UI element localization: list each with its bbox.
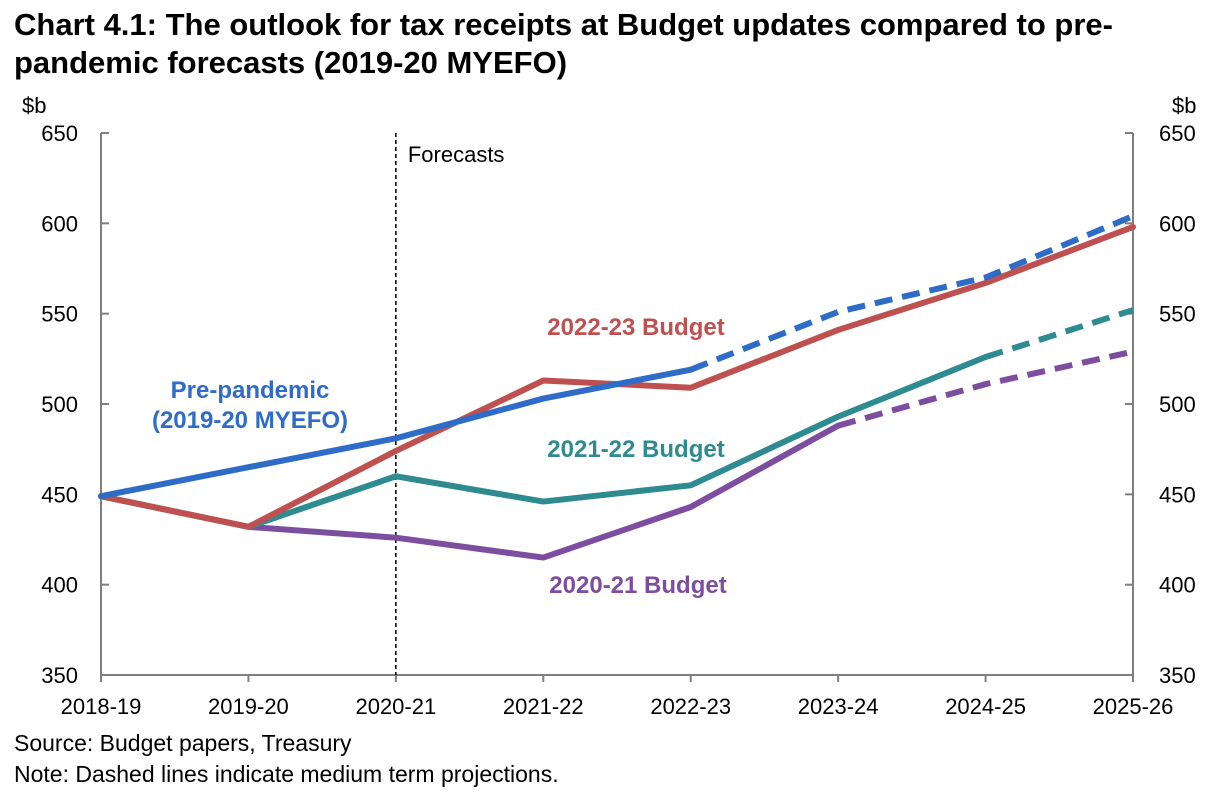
chart-title: Chart 4.1: The outlook for tax receipts … bbox=[14, 7, 1113, 80]
series-line-dashed-2020-21-budget bbox=[837, 348, 1134, 429]
y-tick-label-right: 400 bbox=[1159, 573, 1196, 598]
axes-group: 350 350 400 400 450 450 500 500 550 550 600 600 650 6… bbox=[22, 93, 1196, 719]
x-tick-label: 2022-23 bbox=[650, 694, 731, 719]
y-tick-label-left: 500 bbox=[41, 392, 78, 417]
y-tick-label-left: 350 bbox=[41, 663, 78, 688]
y-tick-label-left: 650 bbox=[41, 121, 78, 146]
x-tick-label: 2024-25 bbox=[945, 694, 1026, 719]
x-tick-label: 2025-26 bbox=[1093, 694, 1174, 719]
x-tick-label: 2021-22 bbox=[503, 694, 584, 719]
y-axis-unit-right: $b bbox=[1172, 93, 1196, 118]
source-note: Source: Budget papers, Treasury bbox=[14, 730, 352, 756]
series-labels-group: Pre-pandemic (2019-20 MYEFO) 2022-23 Budge… bbox=[152, 314, 727, 599]
y-tick-label-right: 650 bbox=[1159, 121, 1196, 146]
series-label: 2022-23 Budget bbox=[547, 314, 724, 341]
y-tick-label-right: 550 bbox=[1159, 302, 1196, 327]
y-axis-unit-left: $b bbox=[22, 93, 46, 118]
y-tick-label-right: 600 bbox=[1159, 211, 1196, 236]
series-label: (2019-20 MYEFO) bbox=[152, 407, 348, 434]
line-chart: 350 350 400 400 450 450 500 500 550 550 600 600 650 6… bbox=[22, 93, 1196, 719]
x-tick-label: 2020-21 bbox=[355, 694, 436, 719]
series-label: Pre-pandemic bbox=[171, 377, 330, 404]
x-tick-label: 2019-20 bbox=[208, 694, 289, 719]
y-tick-label-right: 450 bbox=[1159, 482, 1196, 507]
y-tick-label-left: 550 bbox=[41, 302, 78, 327]
series-line-pre-pandemic-2019-20-myefo bbox=[98, 366, 694, 500]
x-tick-label: 2018-19 bbox=[61, 694, 142, 719]
dashed-lines-note: Note: Dashed lines indicate medium term … bbox=[14, 761, 559, 787]
series-lines-group bbox=[98, 213, 1136, 561]
series-label: 2021-22 Budget bbox=[547, 436, 724, 463]
series-line-dashed-pre-pandemic-2019-20-myefo bbox=[689, 213, 1135, 373]
y-tick-label-left: 600 bbox=[41, 211, 78, 236]
y-tick-label-left: 400 bbox=[41, 573, 78, 598]
y-tick-label-right: 500 bbox=[1159, 392, 1196, 417]
x-tick-label: 2023-24 bbox=[798, 694, 879, 719]
y-tick-label-left: 450 bbox=[41, 482, 78, 507]
series-line-dashed-2021-22-budget bbox=[984, 307, 1134, 360]
series-label: 2020-21 Budget bbox=[549, 572, 726, 599]
forecast-label: Forecasts bbox=[408, 142, 505, 167]
y-tick-label-right: 350 bbox=[1159, 663, 1196, 688]
